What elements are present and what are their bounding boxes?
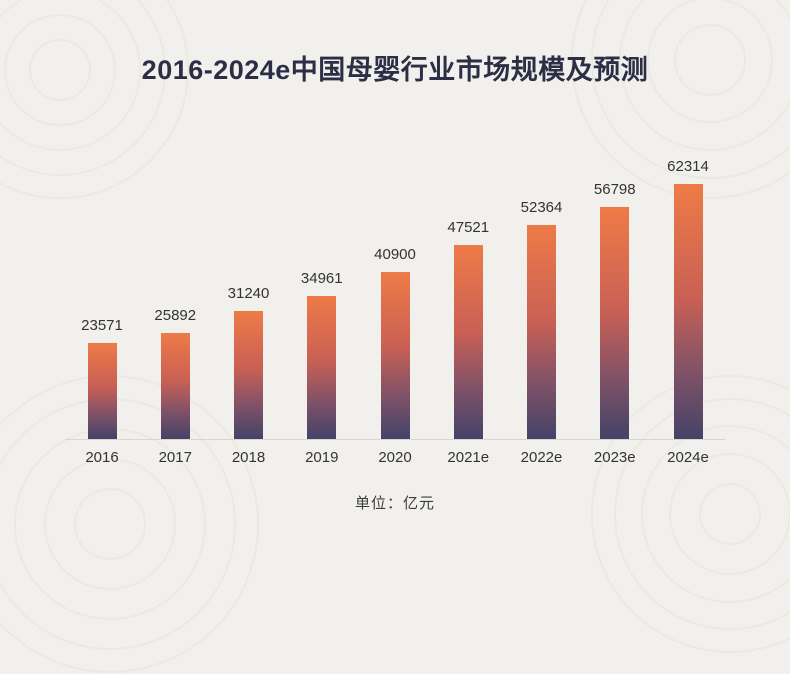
bar-column: 52364 [509, 199, 575, 439]
bar [380, 272, 410, 439]
bar [307, 296, 337, 439]
bar-value-label: 47521 [447, 219, 490, 236]
bar-column: 34961 [289, 270, 355, 439]
x-axis-tick-label: 2022e [520, 449, 563, 466]
x-axis-tick-label: 2024e [667, 449, 709, 466]
x-axis-tick-label: 2019 [305, 449, 339, 466]
bar-value-label: 62314 [667, 158, 709, 175]
bar [160, 333, 190, 439]
bar-value-label: 34961 [300, 270, 343, 287]
x-axis-tick-label: 2017 [158, 449, 192, 466]
bar-column: 25892 [142, 307, 208, 439]
bar-value-label: 52364 [520, 199, 563, 216]
bar-value-label: 23571 [81, 317, 123, 334]
bar-chart: 23571 25892 31240 34961 40900 47521 52364 56798… [65, 139, 725, 466]
bar-value-label: 31240 [227, 285, 270, 302]
chart-title: 2016-2024e中国母婴行业市场规模及预测 [141, 55, 649, 85]
bar-column: 62314 [655, 158, 721, 439]
bar-column: 40900 [362, 246, 428, 439]
bar-column: 47521 [435, 219, 501, 439]
bar [453, 245, 483, 439]
bar-column: 31240 [216, 285, 282, 439]
unit-label: 单位：亿元 [354, 495, 435, 512]
x-axis-tick-label: 2021e [447, 449, 490, 466]
chart-page: 2016-2024e中国母婴行业市场规模及预测 23571 25892 31240 3… [65, 55, 725, 512]
bar-column: 23571 [69, 317, 135, 439]
bar [527, 225, 556, 439]
x-axis-line [65, 439, 725, 440]
bar [600, 207, 630, 439]
bar-value-label: 40900 [374, 246, 416, 263]
x-axis-labels: 2016 2017 2018 2019 2020 2021e 2022e 2023e 2024e [65, 449, 725, 466]
bar [234, 311, 263, 439]
bar-column: 56798 [582, 181, 648, 439]
bar-value-label: 56798 [593, 181, 636, 198]
x-axis-tick-label: 2018 [231, 449, 266, 466]
bar-value-label: 25892 [154, 307, 197, 324]
x-axis-tick-label: 2020 [378, 449, 412, 466]
x-axis-tick-label: 2016 [85, 449, 119, 466]
bars-container: 23571 25892 31240 34961 40900 47521 52364 56798… [65, 139, 725, 439]
bar [87, 343, 117, 439]
x-axis-tick-label: 2023e [593, 449, 636, 466]
bar [673, 184, 703, 439]
